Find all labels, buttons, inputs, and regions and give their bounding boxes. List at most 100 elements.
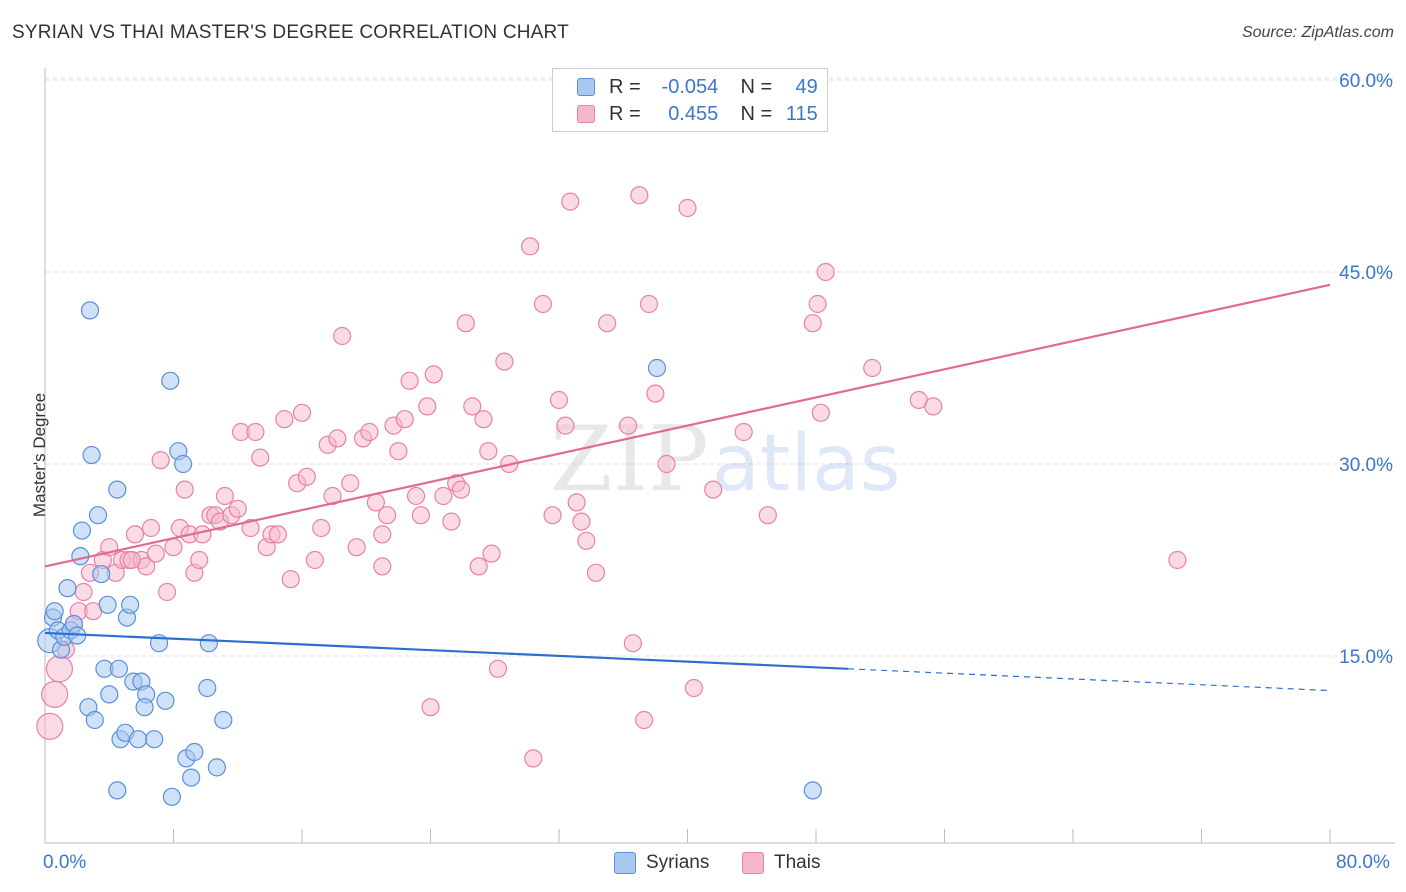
- thai-point: [275, 410, 294, 429]
- thai-point: [406, 486, 426, 506]
- thai-point: [474, 410, 493, 429]
- thai-point: [623, 634, 642, 653]
- thai-point: [281, 570, 300, 589]
- syrian-point: [207, 758, 226, 777]
- thai-point: [556, 416, 575, 435]
- syrian-swatch-icon: [577, 78, 595, 96]
- thai-point: [618, 416, 638, 435]
- thai-point: [598, 314, 617, 333]
- thai-point: [456, 314, 475, 333]
- syrian-point: [135, 698, 154, 717]
- thai-point: [561, 192, 580, 211]
- syrian-point: [58, 579, 77, 598]
- thai-point: [463, 397, 482, 416]
- r-value: -0.054: [661, 75, 719, 98]
- thai-point: [146, 544, 165, 563]
- y-axis-label: Master's Degree: [30, 392, 49, 518]
- y-tick-label: 60.0%: [1339, 71, 1393, 92]
- r-value: 0.455: [668, 102, 719, 125]
- thai-point: [228, 499, 247, 518]
- thai-point: [151, 451, 170, 470]
- thai-point: [373, 525, 392, 544]
- thai-point: [395, 410, 414, 429]
- syrian-point: [108, 781, 127, 800]
- thai-point: [241, 518, 260, 538]
- r-label: R =: [609, 102, 641, 125]
- n-value: 115: [785, 102, 818, 125]
- thai-point: [41, 680, 69, 709]
- syrian-trend-extension: [848, 668, 1331, 692]
- syrian-point: [92, 564, 111, 584]
- watermark: ZIP atlas: [550, 407, 901, 512]
- thai-point: [549, 390, 569, 410]
- y-tick-label: 45.0%: [1339, 263, 1393, 284]
- thai-point: [141, 518, 161, 538]
- syrian-point: [121, 595, 140, 614]
- syrian-point: [80, 301, 100, 320]
- thai-point: [378, 506, 397, 525]
- thai-point: [482, 544, 501, 563]
- stats-legend: R = -0.054 N = 49 R = 0.455 N = 115: [552, 68, 828, 132]
- x-tick-label-min: 0.0%: [43, 852, 87, 873]
- syrian-point: [162, 787, 181, 806]
- thai-point: [157, 582, 177, 602]
- thai-point: [74, 582, 93, 602]
- trend-lines: [44, 283, 1331, 692]
- thai-point: [520, 237, 540, 256]
- thai-point: [164, 538, 183, 557]
- n-value: 49: [795, 75, 818, 98]
- thai-point: [469, 557, 488, 576]
- thai-point: [292, 403, 312, 422]
- thai-point: [297, 467, 316, 486]
- thai-point: [312, 518, 331, 538]
- syrian-point: [199, 634, 218, 653]
- grid-lines: [45, 77, 1395, 657]
- thai-point: [863, 358, 882, 378]
- thai-point: [175, 480, 194, 499]
- legend-label-thais: Thais: [774, 852, 821, 873]
- thai-point: [577, 531, 596, 550]
- thai-point: [639, 294, 659, 314]
- source-credit: Source: ZipAtlas.com: [1241, 24, 1394, 41]
- syrian-point: [45, 602, 64, 621]
- syrian-point: [185, 742, 204, 762]
- y-tick-label: 30.0%: [1339, 455, 1393, 476]
- legend-item-syrians: Syrians: [614, 852, 709, 874]
- thai-point: [479, 442, 498, 461]
- y-tick-labels: 15.0% 30.0% 45.0% 60.0%: [1339, 71, 1393, 668]
- thai-point: [811, 403, 830, 422]
- syrian-point: [72, 521, 92, 540]
- thai-point: [193, 525, 212, 544]
- y-tick-label: 15.0%: [1339, 647, 1393, 668]
- thai-point: [495, 352, 514, 371]
- thai-trend-line: [44, 283, 1331, 568]
- thai-point: [816, 262, 835, 282]
- thai-point: [533, 294, 553, 314]
- thai-point: [400, 371, 419, 390]
- thai-point: [411, 506, 430, 525]
- thai-point: [734, 422, 753, 442]
- legend-item-thais: Thais: [742, 852, 820, 874]
- thai-point: [657, 454, 676, 474]
- thai-point: [586, 563, 606, 582]
- syrian-point: [174, 454, 193, 474]
- syrian-point: [85, 710, 104, 730]
- thai-point: [758, 506, 777, 525]
- syrian-point: [198, 678, 217, 698]
- thai-point: [424, 365, 443, 384]
- thai-point: [803, 314, 822, 333]
- syrian-point: [161, 371, 180, 390]
- thai-point: [630, 186, 649, 205]
- thai-point: [1168, 550, 1187, 570]
- legend-label-syrians: Syrians: [646, 852, 710, 873]
- legend-row-syrians: R = -0.054 N = 49: [577, 75, 818, 99]
- thai-point: [125, 525, 145, 544]
- thai-point: [808, 294, 827, 314]
- thai-point: [333, 326, 352, 346]
- thai-swatch-icon: [577, 105, 595, 123]
- thai-point: [389, 442, 408, 461]
- syrian-point: [71, 547, 90, 566]
- syrian-point: [214, 710, 233, 730]
- syrian-point: [100, 685, 119, 704]
